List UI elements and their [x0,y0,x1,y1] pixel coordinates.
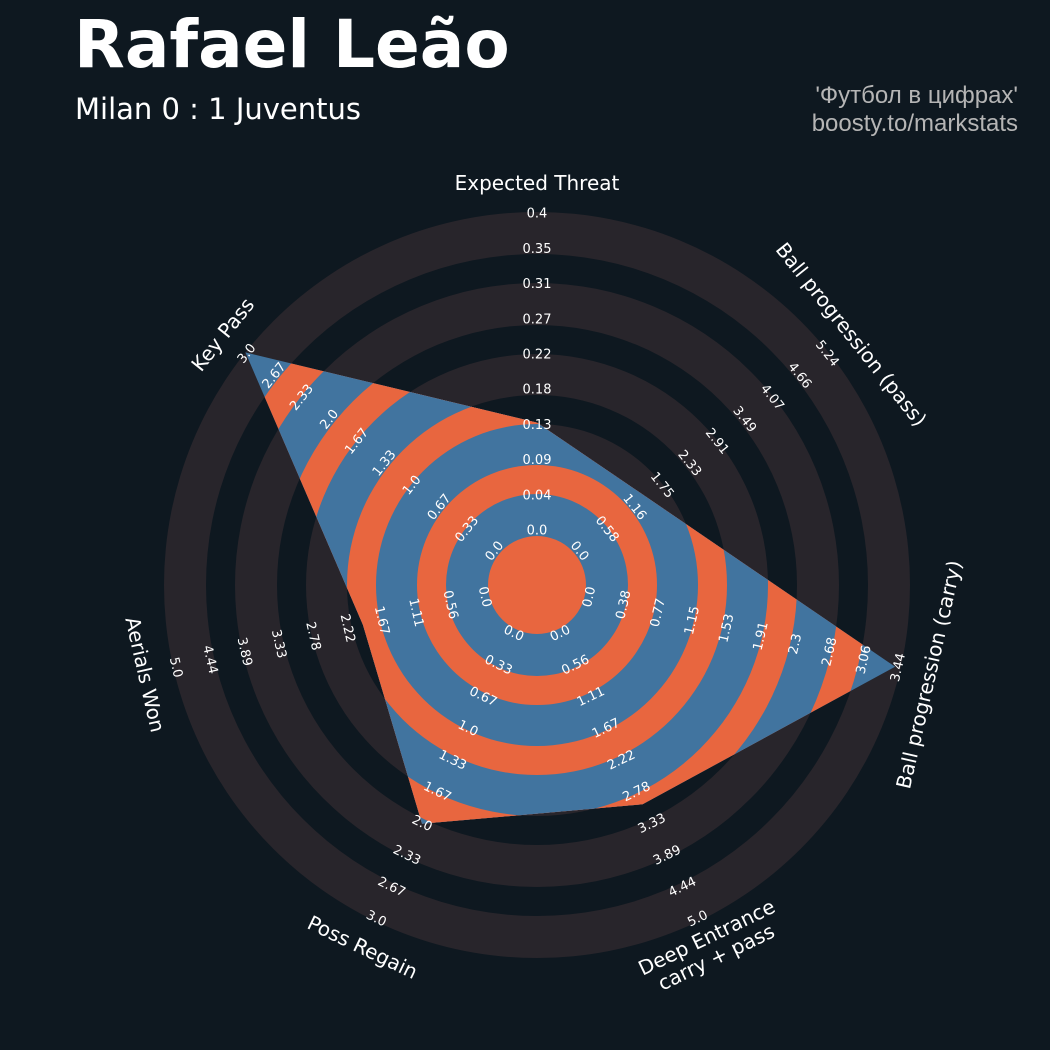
tick-label: 0.0 [580,585,599,609]
tick-label: 0.27 [523,312,552,327]
tick-label: 1.15 [682,605,703,637]
tick-label: 1.53 [716,613,737,645]
tick-label: 3.06 [854,644,875,676]
match-subtitle: Milan 0 : 1 Juventus [75,92,362,126]
tick-label: 0.09 [523,453,552,468]
tick-label: 0.0 [527,524,548,539]
tick-label: 3.33 [268,628,289,660]
param-label: Expected Threat [455,171,620,195]
center-circle [488,536,586,634]
tick-label: 1.11 [405,597,426,629]
tick-label: 3.44 [888,652,909,684]
tick-label: 1.67 [371,605,392,637]
param-label-line: Expected Threat [455,171,620,195]
tick-label: 0.18 [523,383,552,398]
credit-source: 'Футбол в цифрах' [815,82,1018,109]
tick-label: 0.04 [523,488,552,503]
tick-label: 0.13 [523,418,552,433]
credit-url: boosty.to/markstats [811,110,1018,137]
tick-label: 0.22 [523,348,552,363]
tick-label: 3.89 [234,636,255,668]
tick-label: 2.3 [786,632,805,656]
tick-label: 0.35 [523,242,552,257]
tick-label: 0.56 [439,589,460,621]
tick-label: 4.44 [199,644,220,676]
player-name-title: Rafael Leão [74,6,510,83]
tick-label: 2.22 [337,613,358,645]
param-label: Aerials Won [120,615,170,735]
tick-label: 0.38 [613,589,634,621]
tick-label: 0.77 [648,597,669,629]
tick-label: 5.0 [166,656,185,680]
tick-label: 2.68 [819,636,840,668]
param-label-line: Aerials Won [120,615,170,735]
tick-label: 1.91 [751,620,772,652]
tick-label: 0.4 [527,207,548,222]
tick-label: 0.0 [475,585,494,609]
tick-label: 0.31 [523,277,552,292]
tick-label: 2.78 [302,620,323,652]
